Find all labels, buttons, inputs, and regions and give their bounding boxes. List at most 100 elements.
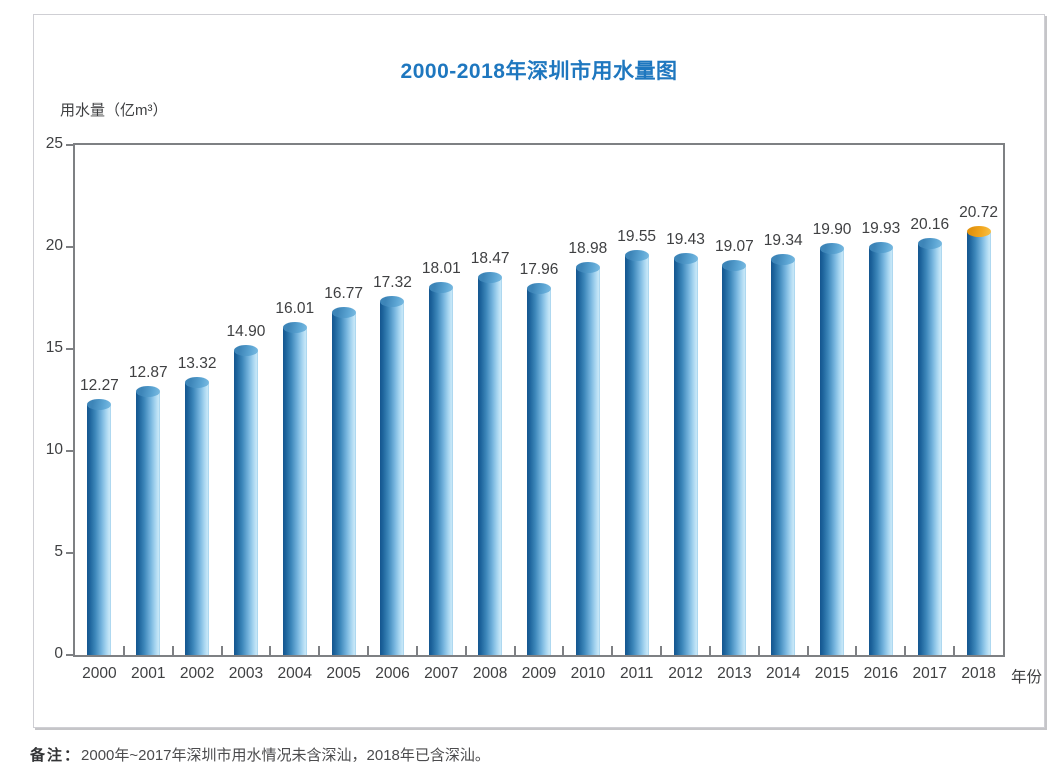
- bar-value-label: 18.98: [568, 239, 608, 257]
- x-tick-label: 2008: [472, 665, 508, 682]
- x-tick-label: 2002: [179, 665, 215, 682]
- bar-cap-2016: [868, 242, 893, 254]
- x-tick-label: 2015: [814, 665, 850, 682]
- y-axis-tick: [66, 144, 75, 146]
- bar-2011: [624, 256, 649, 655]
- bar-value-label: 12.27: [80, 376, 119, 394]
- x-axis-tick: [415, 646, 418, 655]
- y-axis-tick: [66, 348, 75, 350]
- bar-value-label: 17.96: [519, 260, 559, 278]
- x-tick-label: 2014: [765, 665, 801, 682]
- bar-cap-2006: [380, 295, 405, 307]
- bar-2015: [820, 249, 845, 655]
- bar-2016: [868, 248, 893, 655]
- footnote-label: 备注：: [30, 747, 82, 764]
- x-tick-label: 2018: [961, 665, 996, 682]
- bar-2018: [966, 232, 991, 655]
- bar-value-label: 20.72: [959, 204, 998, 222]
- y-tick-label: 5: [54, 543, 63, 560]
- y-axis-title: 用水量（亿m³）: [60, 102, 168, 119]
- x-axis-tick: [122, 646, 125, 655]
- x-tick-label: 2017: [912, 665, 947, 682]
- bar-value-label: 19.55: [617, 228, 657, 246]
- bar-value-label: 19.43: [666, 230, 705, 248]
- y-tick-label: 0: [54, 645, 63, 662]
- x-axis-tick: [708, 646, 711, 655]
- y-tick-label: 25: [45, 135, 63, 152]
- x-tick-label: 2001: [131, 665, 166, 682]
- bar-cap-orange-2018: [966, 226, 991, 238]
- bar-2013: [722, 265, 747, 655]
- bar-cap-2004: [282, 322, 307, 334]
- y-axis-tick: [66, 654, 75, 656]
- x-tick-label: 2016: [863, 665, 899, 682]
- x-axis-tick: [611, 646, 614, 655]
- x-tick-label: 2013: [717, 665, 752, 682]
- chart-card: 2000-2018年深圳市用水量图 用水量（亿m³） 年份 0 5 10 15 20 25…: [33, 14, 1045, 728]
- y-axis-tick: [66, 246, 75, 248]
- x-tick-label: 2009: [521, 665, 557, 682]
- bar-value-label: 18.47: [470, 250, 510, 268]
- bar-2006: [380, 301, 405, 655]
- bar-2005: [331, 312, 356, 655]
- bar-cap-2015: [820, 243, 845, 255]
- bar-cap-2014: [771, 254, 796, 266]
- x-axis-tick: [269, 646, 272, 655]
- bar-value-label: 19.93: [861, 220, 901, 238]
- bar-cap-2003: [233, 345, 258, 357]
- y-axis-tick: [66, 552, 75, 554]
- bar-2007: [429, 287, 454, 655]
- bar-2012: [673, 258, 698, 655]
- x-tick-label: 2012: [668, 665, 703, 682]
- y-tick-label: 10: [45, 441, 63, 458]
- x-axis-title: 年份: [1011, 669, 1043, 686]
- bar-2004: [282, 328, 307, 655]
- x-tick-label: 2004: [277, 665, 313, 682]
- x-axis-tick: [660, 646, 663, 655]
- bar-cap-2008: [478, 272, 503, 284]
- bar-value-label: 16.77: [324, 284, 364, 302]
- bar-value-label: 16.01: [275, 300, 315, 318]
- x-tick-label: 2007: [424, 665, 459, 682]
- x-tick-label: 2006: [375, 665, 410, 682]
- bar-cap-2007: [429, 281, 454, 293]
- bar-cap-2005: [331, 306, 356, 318]
- bar-2001: [136, 392, 161, 655]
- bar-2014: [771, 260, 796, 655]
- bar-value-label: 20.16: [910, 215, 950, 233]
- bar-cap-2011: [624, 250, 649, 262]
- x-axis-tick: [318, 646, 321, 655]
- bar-cap-2000: [87, 398, 112, 410]
- footnote: 备注：2000年~2017年深圳市用水情况未含深汕，2018年已含深汕。: [30, 744, 490, 765]
- bar-value-label: 14.90: [226, 323, 266, 341]
- x-axis-tick: [367, 646, 370, 655]
- x-tick-label: 2000: [82, 665, 117, 682]
- bar-cap-2017: [917, 237, 942, 249]
- chart-title: 2000-2018年深圳市用水量图: [400, 60, 678, 83]
- bar-value-label: 19.07: [714, 237, 754, 255]
- x-axis-tick: [220, 646, 223, 655]
- x-axis-tick: [806, 646, 809, 655]
- bar-value-label: 17.32: [373, 273, 412, 291]
- bar-cap-2001: [136, 386, 161, 398]
- x-axis-tick: [513, 646, 516, 655]
- bar-cap-2010: [575, 261, 600, 273]
- bar-cap-2012: [673, 252, 698, 264]
- x-axis-tick: [464, 646, 467, 655]
- x-axis-tick: [904, 646, 907, 655]
- y-tick-label: 20: [45, 237, 63, 254]
- x-tick-label: 2011: [620, 665, 654, 682]
- plot-area: 年份 0 5 10 15 20 25 12.27 2000 12.87 2001 13.32 2002…: [46, 135, 1042, 686]
- bar-cap-2013: [722, 259, 747, 271]
- bar-2000: [87, 404, 112, 655]
- x-axis-tick: [855, 646, 858, 655]
- y-axis-tick: [66, 450, 75, 452]
- x-axis-tick: [953, 646, 956, 655]
- bar-cap-2009: [527, 282, 551, 294]
- bar-2009: [527, 288, 551, 655]
- x-tick-label: 2010: [570, 665, 606, 682]
- bar-value-label: 13.32: [177, 355, 217, 373]
- bar-2010: [575, 267, 600, 655]
- bar-2003: [233, 351, 258, 655]
- bar-2017: [917, 243, 942, 655]
